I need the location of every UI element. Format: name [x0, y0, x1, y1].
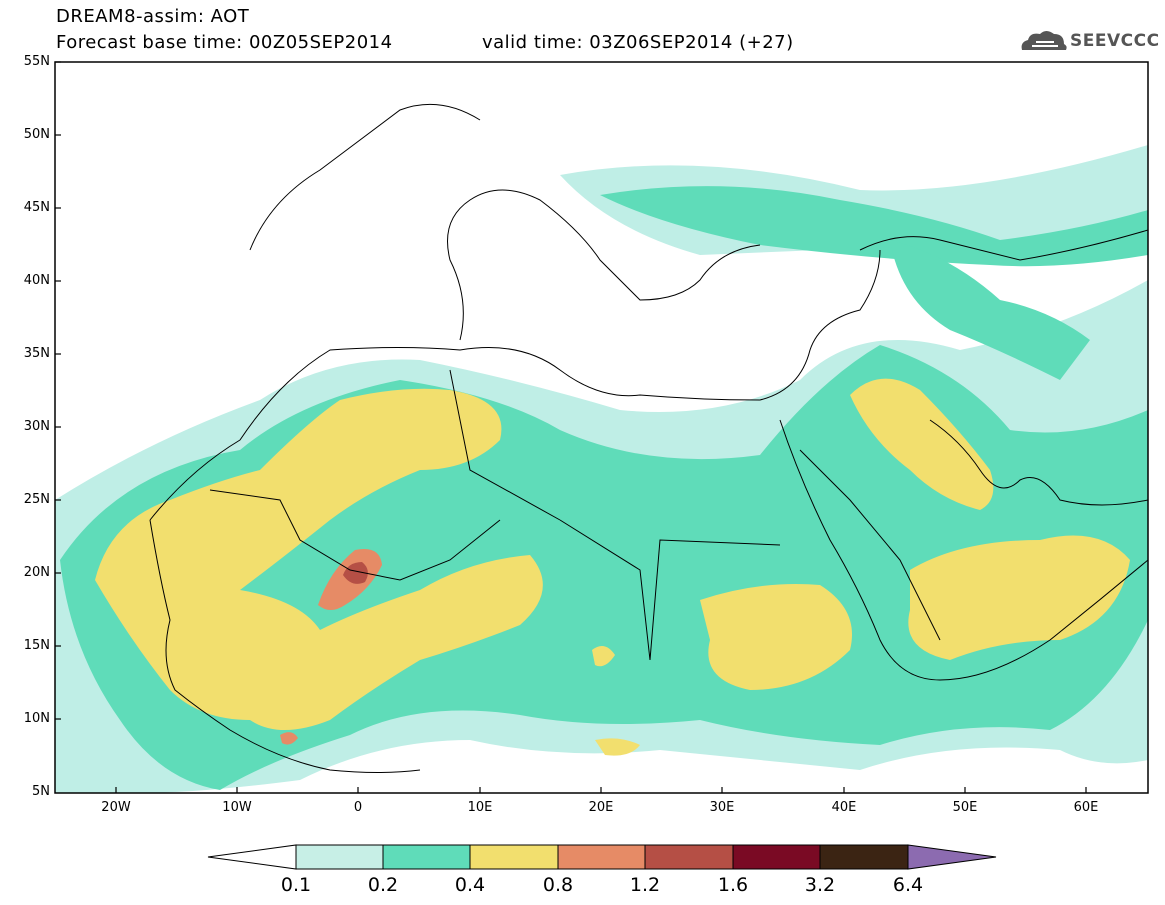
chart-title: DREAM8-assim: AOT: [56, 6, 250, 27]
axis-ticks: [55, 61, 1087, 793]
lat-label: 55N: [23, 54, 50, 69]
lat-label: 40N: [23, 273, 50, 288]
lat-label: 35N: [23, 346, 50, 361]
colorbar-label: 0.1: [280, 874, 312, 896]
aot-band-0.4: [95, 388, 543, 730]
coastlines: [149, 103, 1148, 773]
forecast-base-time: Forecast base time: 00Z05SEP2014: [56, 32, 393, 53]
lat-label: 15N: [23, 638, 50, 653]
colorbar-label: 0.2: [367, 874, 399, 896]
lon-label: 20W: [101, 800, 131, 815]
colorbar-label: 6.4: [892, 874, 924, 896]
logo-text: SEEVCCC: [1070, 31, 1160, 51]
lon-label: 30E: [709, 800, 735, 815]
colorbar-label: 0.8: [542, 874, 574, 896]
lon-label: 10E: [467, 800, 493, 815]
colorbar-label: 1.6: [717, 874, 749, 896]
colorbar-label: 3.2: [804, 874, 836, 896]
lat-label: 50N: [23, 127, 50, 142]
cloud-logo-icon: [1021, 31, 1067, 50]
lat-label: 45N: [23, 200, 50, 215]
lat-label: 5N: [32, 784, 50, 799]
colorbar-label: 1.2: [629, 874, 661, 896]
aot-field: [55, 62, 1148, 793]
lon-label: 60E: [1073, 800, 1099, 815]
aot-band-1.2: [343, 562, 368, 584]
colorbar-label: 0.4: [454, 874, 486, 896]
colorbar: [207, 844, 997, 870]
lon-label: 40E: [831, 800, 857, 815]
lat-label: 25N: [23, 492, 50, 507]
lon-label: 0: [353, 800, 363, 815]
lon-label: 50E: [952, 800, 978, 815]
lat-label: 10N: [23, 711, 50, 726]
lon-label: 20E: [588, 800, 614, 815]
lat-label: 20N: [23, 565, 50, 580]
lon-label: 10W: [222, 800, 252, 815]
lat-label: 30N: [23, 419, 50, 434]
valid-time: valid time: 03Z06SEP2014 (+27): [482, 32, 794, 53]
